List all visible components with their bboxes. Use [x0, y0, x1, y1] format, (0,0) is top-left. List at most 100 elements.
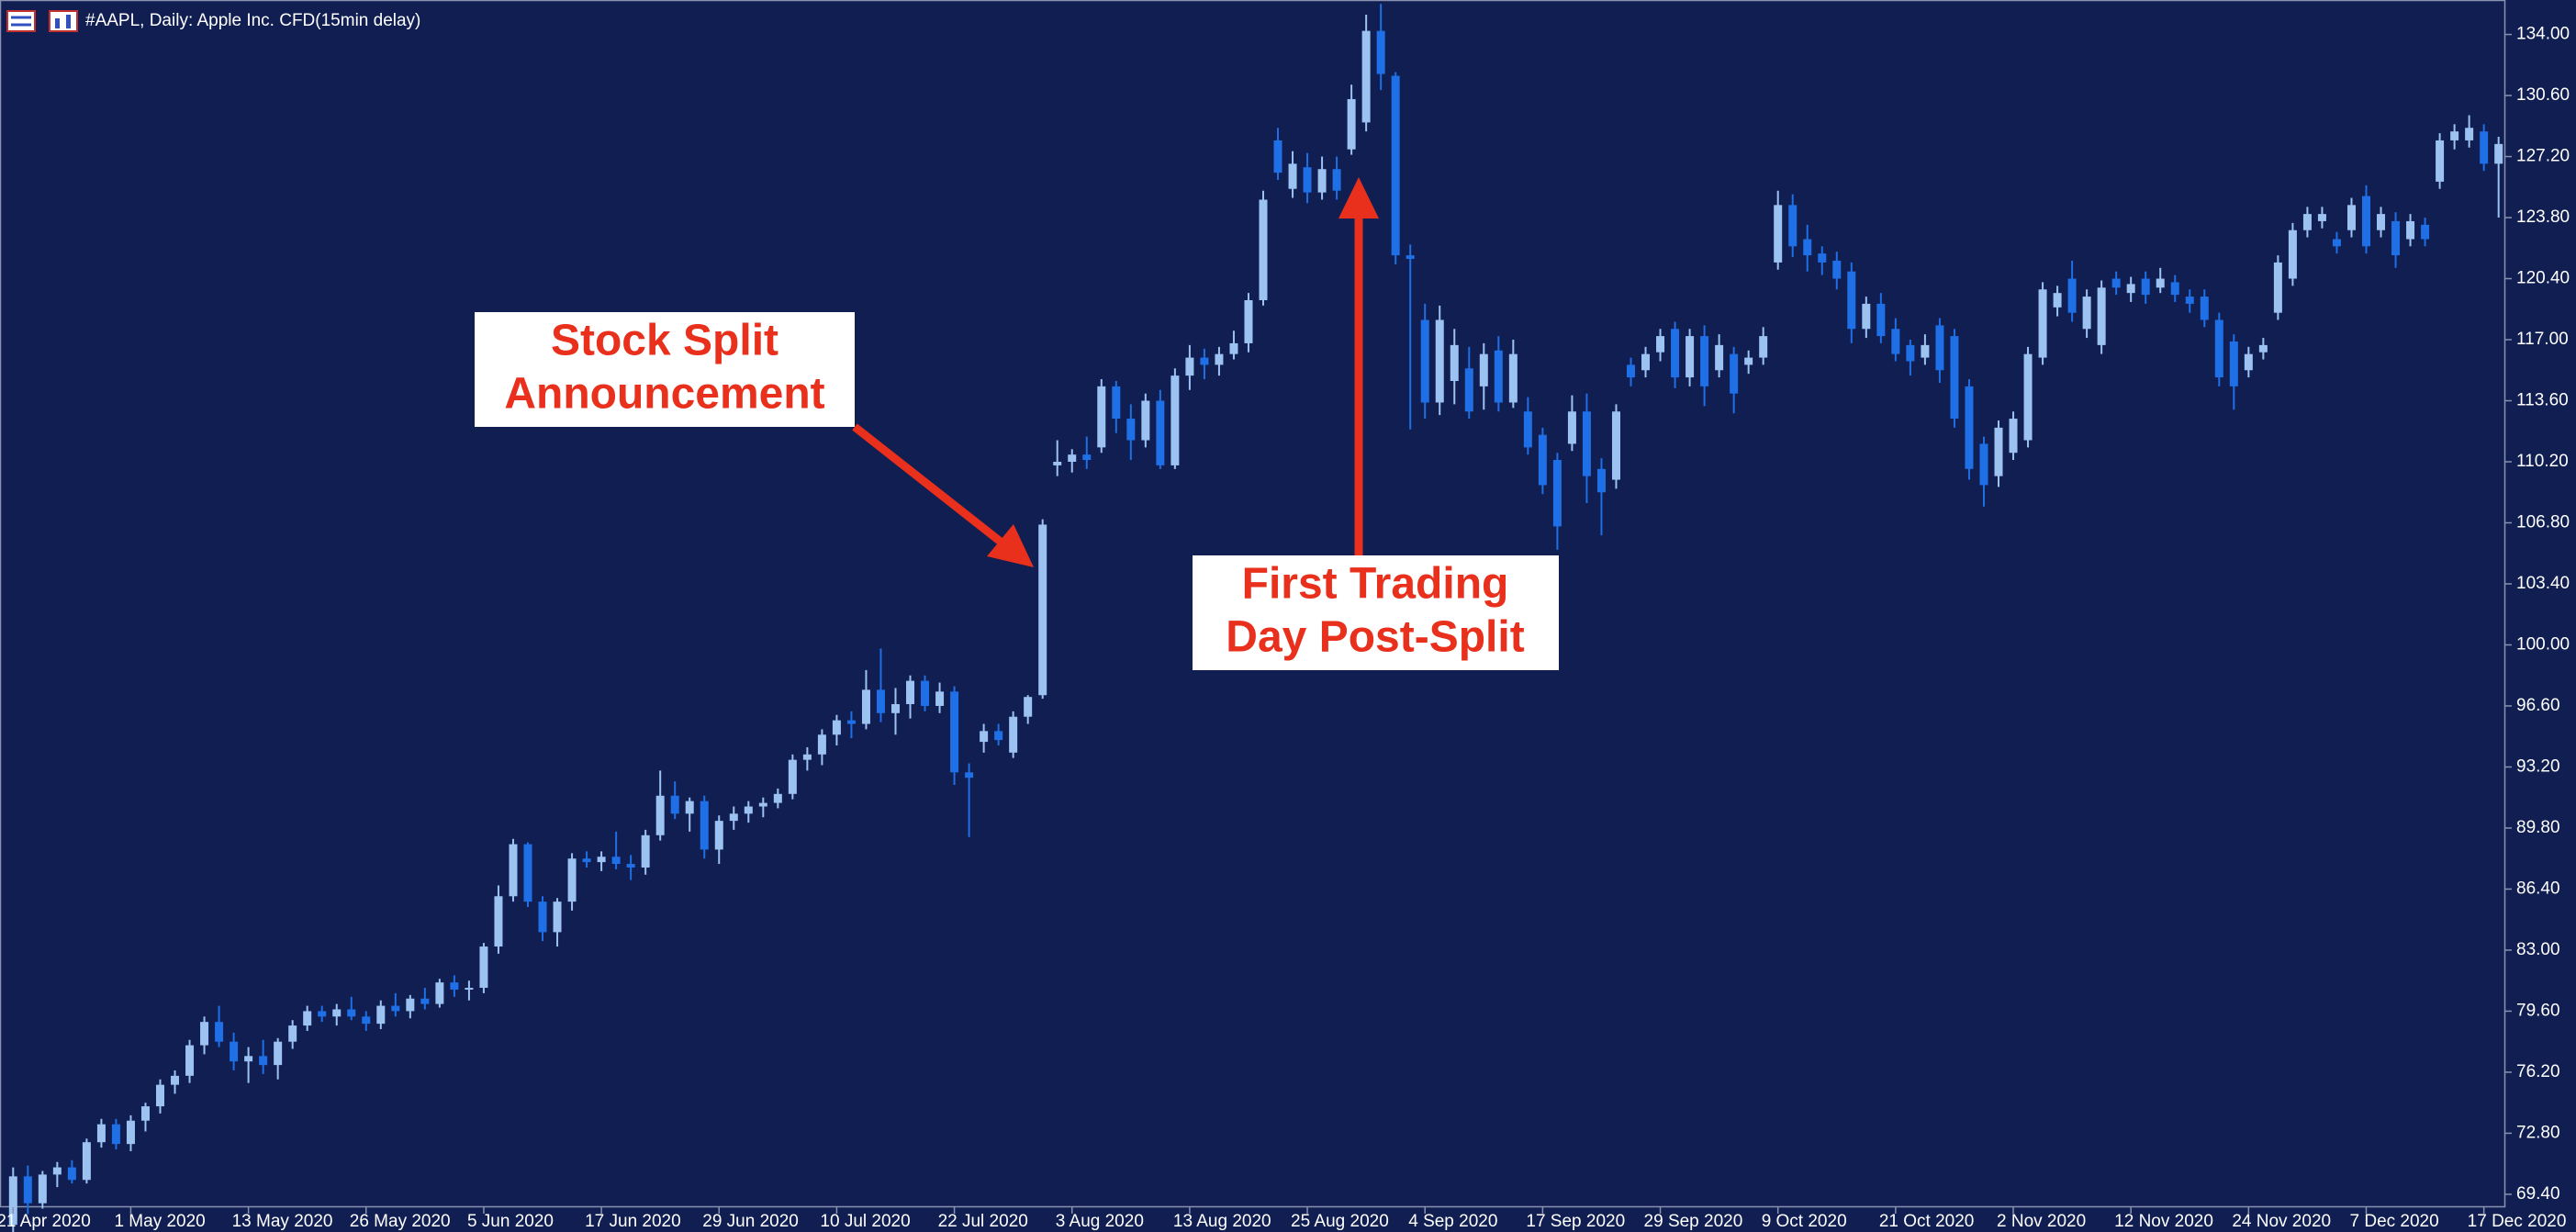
y-tick-label: 134.00 — [2516, 25, 2570, 44]
candle-body — [567, 858, 577, 902]
candle-body — [2421, 224, 2430, 240]
x-tick-label: 22 Jul 2020 — [938, 1212, 1028, 1231]
annotation-box — [1193, 555, 1559, 670]
candle-body — [2346, 205, 2356, 230]
candle-body — [391, 1005, 400, 1012]
candle-body — [2126, 284, 2135, 294]
candle-body — [921, 680, 930, 706]
candle-body — [1009, 716, 1018, 753]
candle-body — [509, 844, 518, 897]
candle-body — [2200, 297, 2209, 320]
candle-body — [1979, 443, 1988, 486]
candle-body — [538, 902, 547, 933]
candle-body — [1479, 353, 1488, 386]
x-tick-label: 24 Nov 2020 — [2232, 1212, 2331, 1231]
arrow-head — [1338, 177, 1379, 218]
candle-body — [1508, 353, 1518, 403]
candle-body — [1259, 199, 1268, 300]
candle-body — [597, 857, 606, 863]
candle-body — [259, 1056, 268, 1066]
candle-body — [1965, 386, 1974, 469]
y-tick-label: 89.80 — [2516, 818, 2560, 837]
candle-body — [1671, 329, 1680, 378]
candle-body — [655, 795, 665, 835]
candle-body — [2009, 419, 2018, 454]
candle-body — [1641, 353, 1651, 371]
candle-body — [670, 795, 679, 814]
candle-body — [2317, 214, 2326, 221]
candle-body — [1803, 239, 1812, 256]
candle-body — [2214, 319, 2223, 378]
annotation-text: Day Post-Split — [1226, 613, 1524, 662]
x-tick-label: 3 Aug 2020 — [1056, 1212, 1144, 1231]
candle-body — [935, 691, 945, 706]
y-tick-label: 86.40 — [2516, 879, 2560, 898]
candle-body — [200, 1022, 209, 1046]
candle-body — [1891, 329, 1900, 354]
candle-body — [1024, 697, 1033, 717]
candle-body — [1464, 368, 1473, 412]
x-tick-label: 12 Nov 2020 — [2114, 1212, 2213, 1231]
candles — [8, 4, 2503, 1232]
x-tick-label: 17 Sep 2020 — [1526, 1212, 1625, 1231]
candle-body — [980, 731, 989, 743]
candle-body — [846, 720, 856, 724]
candle-body — [1303, 167, 1312, 193]
x-tick-label: 2 Nov 2020 — [1997, 1212, 2086, 1231]
candle-body — [8, 1176, 17, 1226]
candle-body — [965, 772, 974, 778]
plot-frame — [0, 0, 2506, 1208]
candle-body — [1288, 163, 1297, 189]
y-tick-label: 103.40 — [2516, 574, 2570, 593]
y-tick-label: 93.20 — [2516, 756, 2560, 776]
candle-body — [1215, 353, 1224, 365]
candle-body — [1317, 169, 1327, 193]
candle-body — [1847, 271, 1856, 330]
candle-body — [2038, 289, 2047, 358]
icon-bar — [66, 15, 71, 28]
candle-body — [2494, 143, 2503, 164]
candle-body — [2170, 282, 2179, 296]
candle-body — [2288, 230, 2297, 279]
candle-body — [1185, 357, 1194, 376]
candle-body — [376, 1005, 386, 1025]
candle-body — [1244, 299, 1253, 343]
candle-body — [2111, 278, 2121, 288]
candle-body — [950, 691, 959, 773]
candle-body — [1523, 411, 1532, 448]
candle-body — [1170, 375, 1180, 465]
candle-body — [611, 857, 621, 865]
candle-body — [2436, 140, 2445, 182]
candle-body — [1759, 336, 1768, 358]
y-tick-label: 69.40 — [2516, 1184, 2560, 1204]
candle-body — [185, 1045, 195, 1076]
x-tick-label: 21 Apr 2020 — [0, 1212, 91, 1231]
candle-body — [2156, 278, 2165, 288]
candle-body — [1862, 303, 1871, 330]
candle-body — [2302, 214, 2312, 230]
candle-body — [318, 1011, 327, 1017]
icon — [49, 10, 78, 32]
candle-body — [582, 858, 591, 863]
y-tick-label: 123.80 — [2516, 207, 2570, 227]
candle-body — [817, 734, 826, 755]
candle-body — [215, 1022, 224, 1042]
candle-body — [2067, 278, 2077, 313]
candle-body — [1774, 205, 1783, 263]
candle-body — [362, 1016, 371, 1025]
y-tick-label: 117.00 — [2516, 330, 2569, 349]
candle-body — [67, 1167, 76, 1181]
candle-body — [479, 946, 488, 989]
annotation-text: First Trading — [1242, 560, 1509, 609]
candle-body — [891, 704, 900, 713]
candle-body — [1347, 98, 1356, 150]
candle-body — [1273, 140, 1282, 174]
candle-body — [126, 1120, 135, 1145]
x-tick-label: 25 Aug 2020 — [1291, 1212, 1389, 1231]
x-tick-label: 17 Jun 2020 — [585, 1212, 681, 1231]
candle-body — [2377, 214, 2386, 230]
candle-body — [1538, 434, 1547, 486]
x-tick-label: 21 Oct 2020 — [1879, 1212, 1975, 1231]
candle-body — [876, 689, 885, 713]
y-tick-label: 83.00 — [2516, 940, 2560, 959]
